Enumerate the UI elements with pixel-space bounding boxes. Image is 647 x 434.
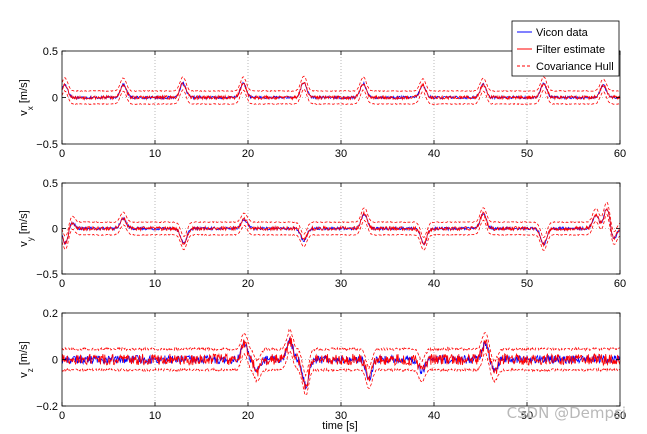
y-tick-label: −0.5 [36, 139, 58, 151]
watermark: CSDN @Dempsi [507, 404, 626, 422]
x-tick-label: 20 [242, 278, 254, 290]
y-tick-label: 0.2 [43, 308, 58, 320]
x-tick-label: 0 [59, 148, 65, 160]
series-line-hull-lower [61, 88, 621, 106]
x-tick-label: 20 [242, 148, 254, 160]
series-line-hull-upper [61, 328, 621, 378]
y-axis-label-sub: x [26, 106, 35, 110]
x-tick-label: 40 [428, 410, 440, 422]
x-tick-label: 30 [335, 278, 347, 290]
series-line-filter [61, 336, 621, 390]
series-line-hull-upper [61, 75, 621, 93]
legend-label: Filter estimate [536, 44, 605, 56]
x-tick-label: 40 [428, 148, 440, 160]
x-axis-label: time [s] [322, 420, 357, 432]
panel-vz: 0 10 20 30 40 50 60−0.200.2vz [m/s] [18, 308, 626, 422]
x-tick-label: 10 [149, 278, 161, 290]
y-axis-label-unit: [m/s] [18, 210, 30, 237]
y-tick-label: −0.2 [36, 401, 58, 413]
y-tick-label: 0.5 [43, 178, 58, 190]
x-tick-label: 20 [242, 410, 254, 422]
series-line-hull-lower [61, 213, 621, 251]
x-tick-label: 60 [614, 410, 626, 422]
x-tick-label: 10 [149, 410, 161, 422]
y-axis-label-unit: [m/s] [18, 79, 30, 106]
panel-vx: 0 10 20 30 40 50 60−0.500.5vx [m/s] [18, 46, 626, 160]
series-line-vicon [61, 208, 621, 246]
y-axis-label: vz [m/s] [18, 341, 35, 377]
y-axis-label-main: v [18, 110, 30, 116]
y-tick-label: 0 [52, 93, 58, 105]
x-tick-label: 50 [521, 148, 533, 160]
legend: Vicon data Filter estimate Covariance Hull [511, 20, 620, 77]
panels: 0 10 20 30 40 50 60−0.500.5vx [m/s]0 10 20 30 40 50… [18, 46, 626, 422]
x-tick-label: 50 [521, 278, 533, 290]
y-axis-label: vx [m/s] [18, 79, 35, 115]
y-axis-label-unit: [m/s] [18, 341, 30, 368]
x-tick-label: 60 [614, 278, 626, 290]
legend-label: Vicon data [536, 27, 589, 39]
x-tick-label: 40 [428, 278, 440, 290]
x-tick-label: 0 [59, 278, 65, 290]
y-tick-label: 0.5 [43, 46, 58, 58]
y-tick-label: −0.5 [36, 269, 58, 281]
y-axis-label-main: v [18, 372, 30, 378]
series-line-filter [61, 82, 621, 101]
x-tick-label: 50 [521, 410, 533, 422]
y-tick-label: 0 [52, 224, 58, 236]
series-line-filter [61, 207, 621, 248]
panel-vy: 0 10 20 30 40 50 60−0.500.5vy [m/s] [18, 178, 626, 290]
x-tick-label: 60 [614, 148, 626, 160]
series-line-hull-upper [61, 201, 621, 239]
y-axis-label-sub: z [26, 368, 35, 372]
x-tick-label: 10 [149, 148, 161, 160]
x-tick-label: 30 [335, 148, 347, 160]
y-axis-label: vy [m/s] [18, 210, 35, 246]
series-line-hull-lower [61, 349, 621, 396]
legend-label: Covariance Hull [536, 61, 614, 73]
series-line-vicon [61, 337, 621, 390]
x-tick-label: 0 [59, 410, 65, 422]
y-axis-label-sub: y [26, 237, 35, 241]
y-tick-label: 0 [52, 355, 58, 367]
y-axis-label-main: v [18, 241, 30, 247]
x-tick-label: 30 [335, 410, 347, 422]
